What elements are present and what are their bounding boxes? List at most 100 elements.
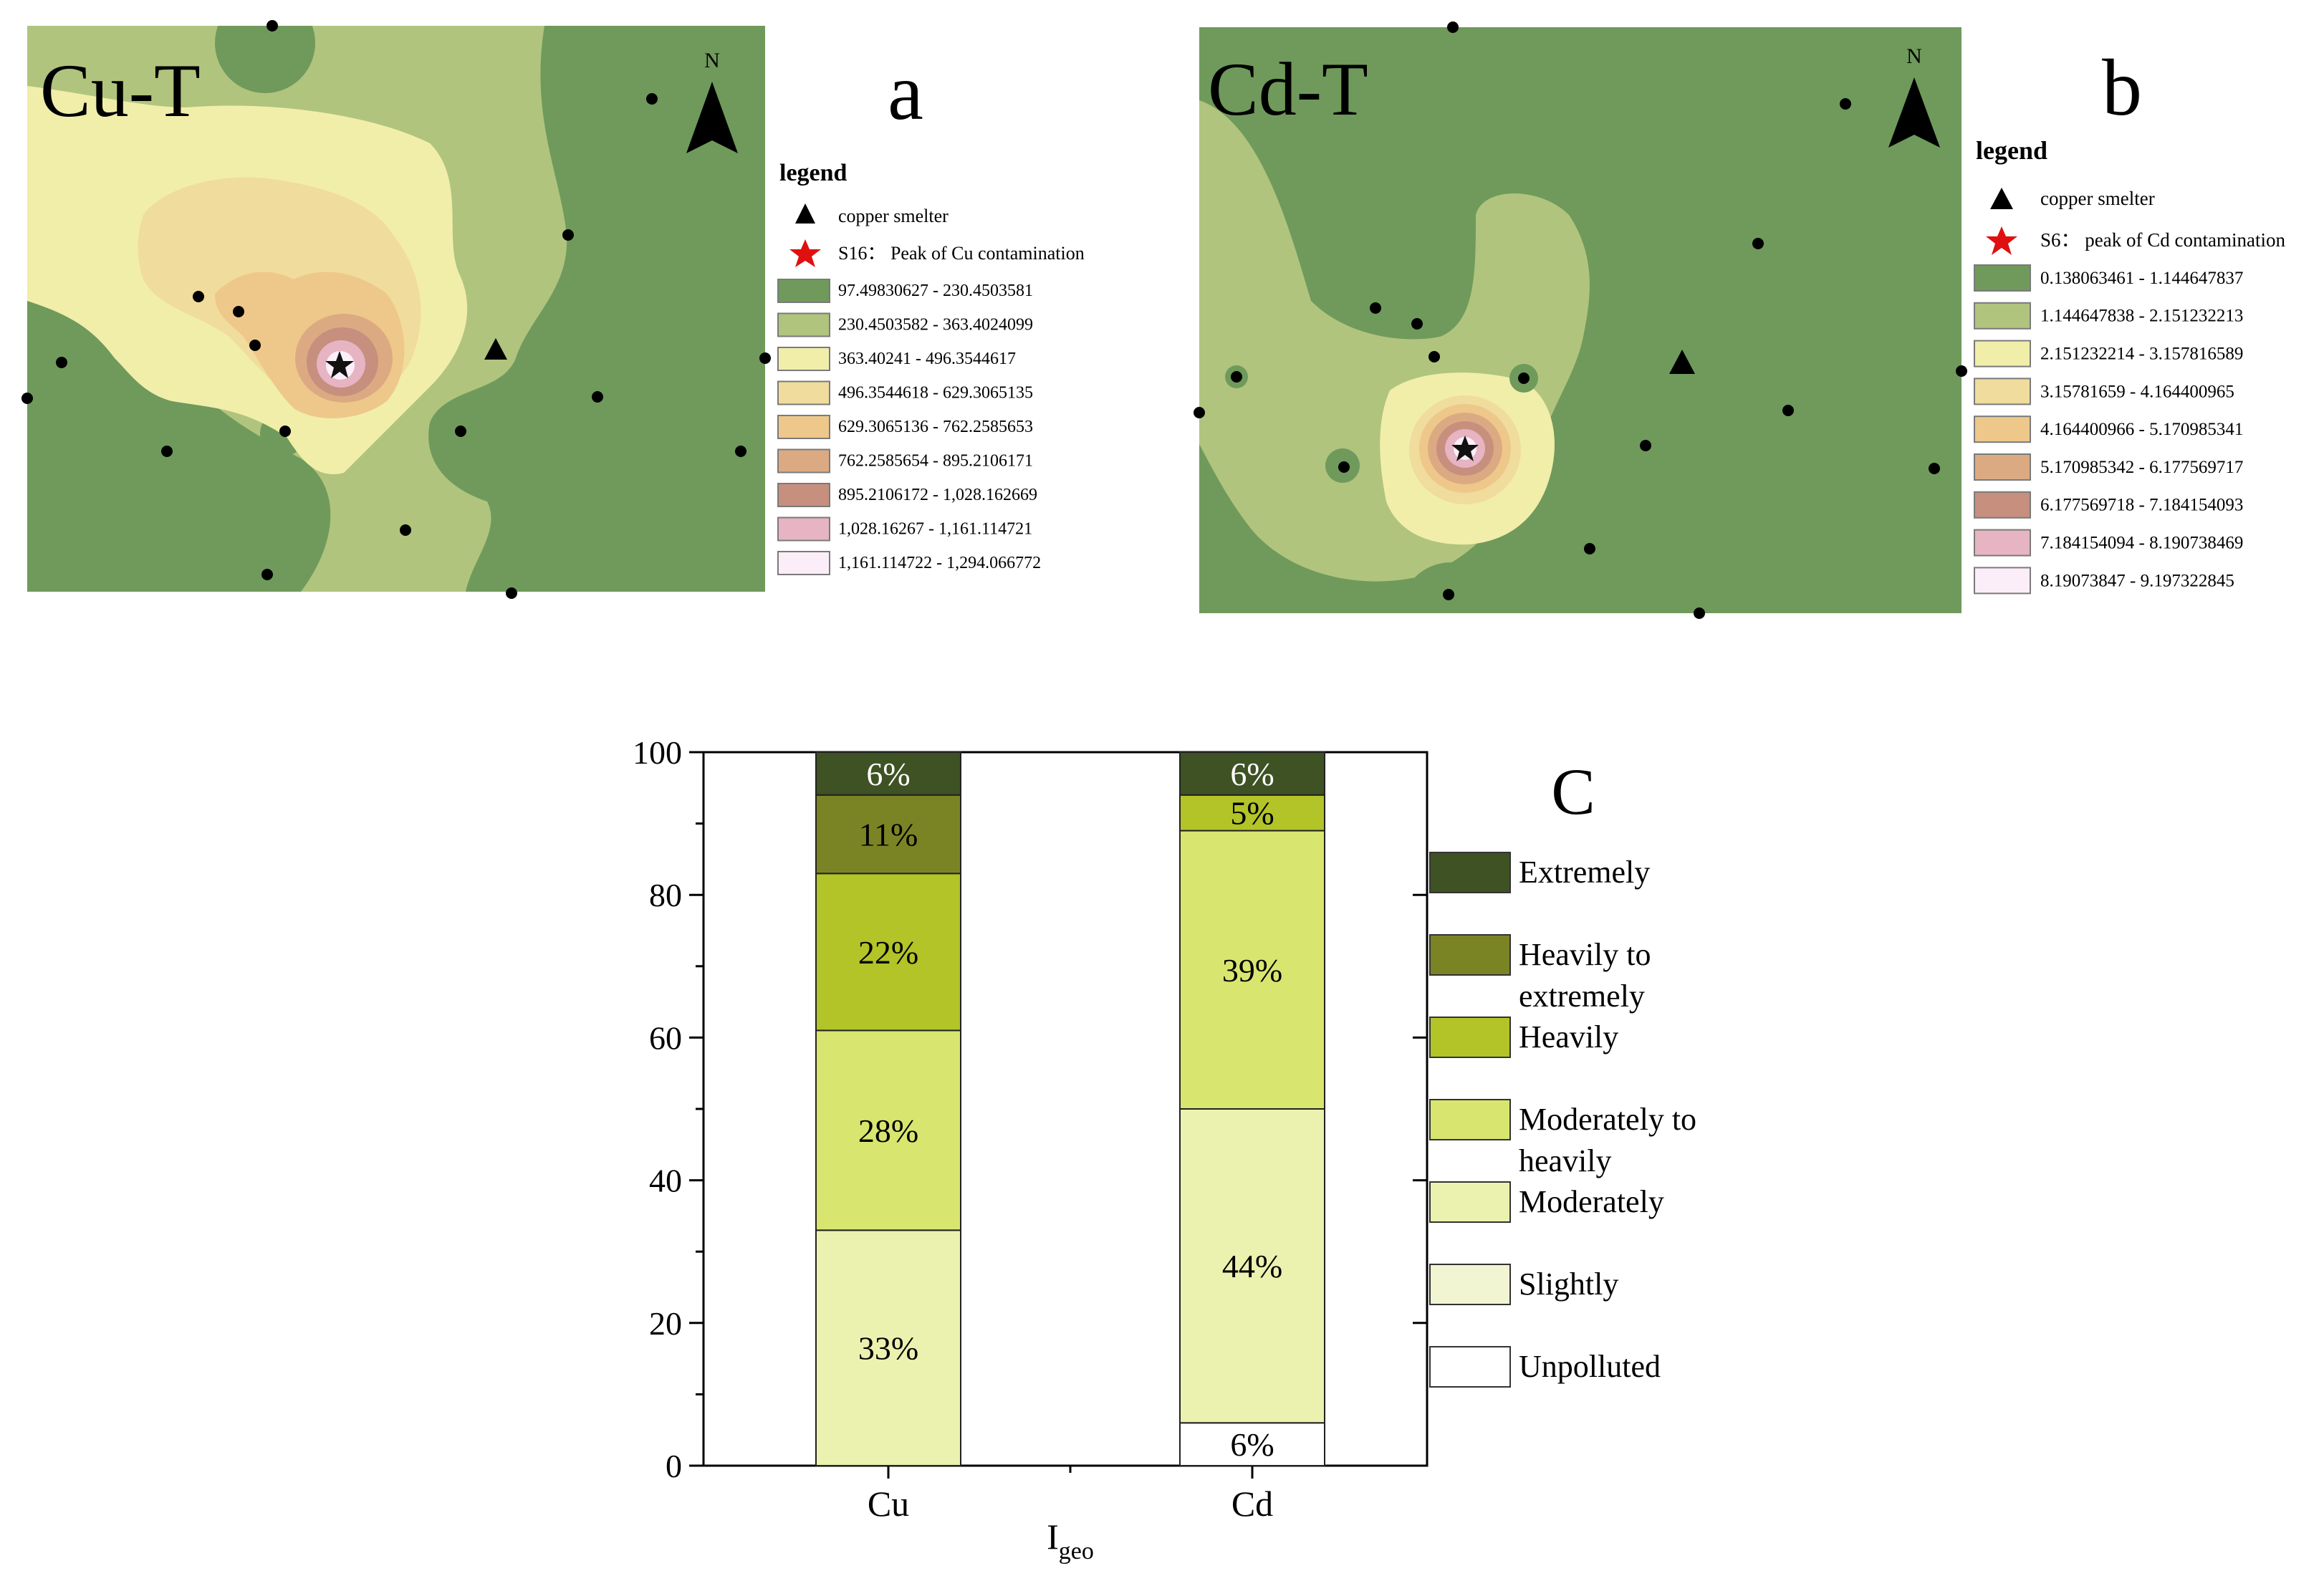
legend-class-label: 97.49830627 - 230.4503581: [838, 282, 1033, 300]
legend-swatch: [777, 279, 830, 303]
legend-peak-star-icon: [789, 239, 821, 267]
bar-segment: [815, 1229, 961, 1466]
x-axis: Cu Cd: [868, 1466, 1273, 1524]
sample-point: [1752, 238, 1764, 249]
legend-swatch: [1429, 934, 1511, 976]
legend-swatch: [1974, 529, 2031, 557]
legend-class-label: 7.184154094 - 8.190738469: [2040, 534, 2243, 553]
sample-point: [1584, 543, 1595, 554]
legend-smelter-label-b: copper smelter: [2040, 188, 2155, 209]
sample-point: [1429, 351, 1440, 362]
sample-point: [759, 352, 771, 364]
sample-point: [1338, 461, 1350, 473]
y-tick-label: 80: [649, 877, 682, 913]
legend-peak-label-a: S16： Peak of Cu contamination: [838, 243, 1085, 264]
legend-classes-a: 97.49830627 - 230.4503581 230.4503582 - 3…: [777, 279, 1041, 575]
sample-point: [267, 20, 278, 32]
peak-star-marker: [1451, 436, 1479, 461]
sample-point: [735, 446, 746, 457]
zone-class-1: [215, 26, 315, 93]
chart-legend: Extremely Heavily to extremely Heavily Moder…: [1429, 852, 1696, 1388]
sample-point: [233, 306, 244, 317]
smelter-marker: [484, 338, 507, 360]
legend-swatch: [777, 448, 830, 474]
legend-smelter-icon: [795, 203, 815, 224]
legend-swatch: [1974, 378, 2031, 405]
sample-point: [249, 340, 261, 351]
north-label: N: [704, 49, 720, 72]
map-title-b: Cd-T: [1208, 47, 1368, 131]
legend-swatch: [1429, 852, 1511, 893]
sample-point: [1694, 607, 1705, 619]
legend-class-label: 1,028.16267 - 1,161.114721: [838, 520, 1032, 539]
bar-data-label: 39%: [1222, 952, 1282, 989]
x-axis-label: Igeo: [1047, 1517, 1094, 1565]
sample-points: [1194, 21, 1967, 619]
sample-point: [161, 446, 173, 457]
zone-class-1: [27, 282, 331, 592]
y-tick-label: 60: [649, 1019, 682, 1056]
sample-point: [1956, 365, 1967, 377]
x-tick-label: Cu: [868, 1484, 909, 1524]
bar-data-label: 11%: [859, 817, 918, 853]
bar-data-label: 22%: [858, 934, 918, 971]
north-arrow: N: [1888, 44, 1940, 148]
sample-point: [1411, 318, 1423, 330]
sample-point: [592, 391, 603, 403]
bar-data-label: 6%: [1230, 756, 1274, 792]
legend-swatch: [1429, 1181, 1511, 1223]
legend-swatch: [1429, 1099, 1511, 1140]
y-axis: 0 20 40 60 80 100: [633, 734, 1427, 1484]
legend-swatch: [777, 347, 830, 371]
legend-title-b: legend: [1976, 136, 2047, 165]
legend-class-label: 230.4503582 - 363.4024099: [838, 316, 1033, 335]
legend-class-label: 762.2585654 - 895.2106171: [838, 452, 1033, 471]
legend-label: Unpolluted: [1519, 1349, 1661, 1384]
sample-point: [56, 357, 67, 368]
legend-swatch: [777, 483, 830, 507]
cu-contour-map: N Cu-T a legend copper smelter S16： Peak…: [21, 20, 1085, 599]
map-title-a: Cu-T: [40, 49, 201, 133]
legend-swatch: [777, 380, 830, 405]
panel-letter-a: a: [888, 48, 923, 137]
legend-swatch: [1974, 415, 2031, 443]
sample-point: [1447, 21, 1459, 33]
legend-class-label: 4.164400966 - 5.170985341: [2040, 420, 2243, 439]
legend-smelter-icon: [1990, 188, 2013, 209]
igeo-stacked-bar-chart: 0 20 40 60 80 100 Cu Cd 33% 28% 22% 11% 6% 6% 44% 39%…: [633, 734, 1696, 1565]
bar-data-label: 6%: [866, 756, 910, 792]
smelter-marker: [1669, 350, 1695, 374]
legend-swatch: [1974, 453, 2031, 481]
sample-points: [21, 20, 771, 599]
legend-label: Heavily: [1519, 1019, 1618, 1054]
sample-point: [1518, 373, 1530, 384]
sample-point: [562, 229, 574, 241]
north-label: N: [1906, 44, 1922, 68]
sample-point: [279, 426, 291, 437]
bar-data-label: 28%: [858, 1113, 918, 1149]
legend-class-label: 895.2106172 - 1,028.162669: [838, 486, 1037, 504]
sample-point: [1194, 407, 1205, 418]
x-axis-label-main: I: [1047, 1517, 1059, 1557]
legend-label: Extremely: [1519, 855, 1650, 890]
legend-title-a: legend: [779, 160, 848, 186]
sample-point: [261, 569, 273, 580]
legend-swatch: [1974, 491, 2031, 519]
x-axis-label-sub: geo: [1059, 1538, 1094, 1565]
bar-data-label: 6%: [1230, 1426, 1274, 1463]
zone-class-1: [1401, 562, 1501, 613]
legend-smelter-label-a: copper smelter: [838, 206, 949, 226]
sample-point: [1370, 302, 1381, 314]
panel-letter-b: b: [2102, 44, 2142, 133]
legend-class-label: 629.3065136 - 762.2585653: [838, 418, 1033, 436]
y-tick-label: 40: [649, 1163, 682, 1199]
sample-point: [21, 393, 33, 404]
north-arrow-icon: [686, 82, 738, 153]
legend-class-label: 0.138063461 - 1.144647837: [2040, 269, 2243, 288]
bar-data-label: 33%: [858, 1330, 918, 1367]
sample-point: [193, 291, 204, 302]
legend-swatch: [1974, 340, 2031, 367]
legend-swatch: [777, 312, 830, 337]
bar-data-label: 44%: [1222, 1248, 1282, 1284]
